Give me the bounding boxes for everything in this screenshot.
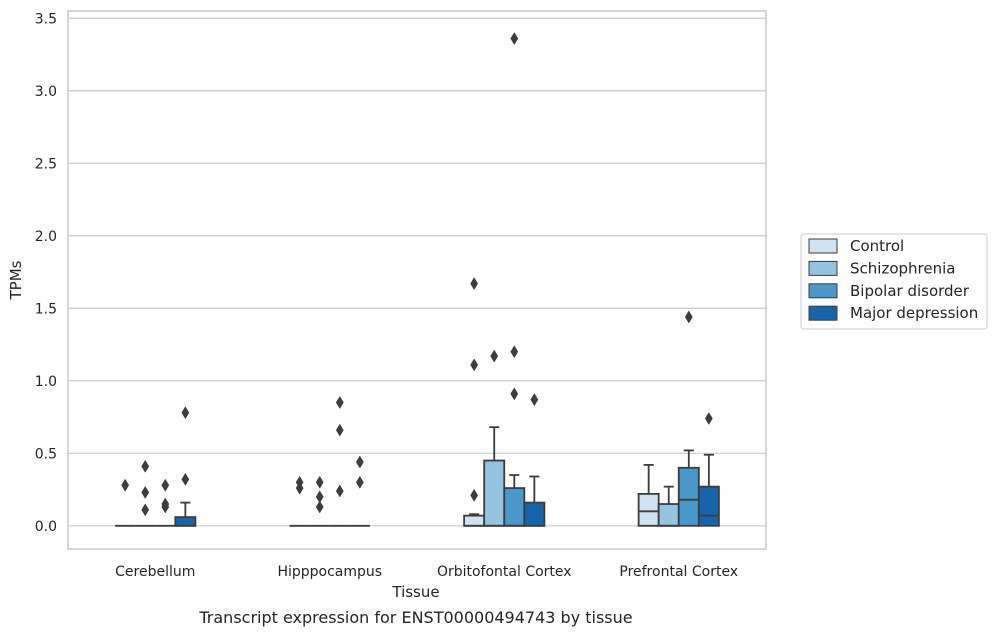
outlier-point <box>315 490 324 504</box>
box-group <box>523 393 546 527</box>
outlier-point <box>704 412 713 425</box>
y-axis-label: TPMs <box>7 260 25 300</box>
box-marks <box>115 32 720 527</box>
legend-swatch <box>808 283 838 299</box>
y-tick-label: 2.0 <box>35 229 57 245</box>
y-tick-label: 3.5 <box>35 11 57 27</box>
box-group <box>697 412 720 527</box>
outlier-point <box>181 472 190 486</box>
box-group <box>329 396 350 527</box>
outlier-point <box>315 500 324 514</box>
box <box>503 487 526 527</box>
outlier-point <box>530 393 539 407</box>
legend-swatch <box>808 238 838 254</box>
y-tick-label: 3.0 <box>35 84 57 100</box>
box-group <box>657 485 680 527</box>
box <box>523 501 546 527</box>
outlier-point <box>295 475 304 489</box>
box <box>697 485 720 527</box>
box-group <box>135 459 156 527</box>
outlier-point <box>141 503 150 517</box>
outlier-point <box>510 387 519 401</box>
outlier-point <box>355 455 364 469</box>
box <box>637 492 660 527</box>
plot-area <box>67 10 767 550</box>
y-tick-label: 2.5 <box>35 156 57 172</box>
box-group <box>677 310 700 527</box>
outlier-point <box>470 277 479 291</box>
outlier-point <box>161 478 170 492</box>
box-group <box>289 475 310 527</box>
box-group <box>174 406 197 527</box>
outlier-point <box>490 349 499 363</box>
box-group <box>349 455 370 527</box>
outlier-point <box>315 475 324 489</box>
outlier-point <box>510 345 519 359</box>
box-group <box>115 478 136 527</box>
box <box>174 516 197 527</box>
y-tick-label: 0.5 <box>35 446 57 462</box>
y-tick-label: 1.5 <box>35 301 57 317</box>
box <box>463 514 486 527</box>
x-tick-label: Prefrontal Cortex <box>619 564 738 580</box>
x-tick-label: Orbitofontal Cortex <box>437 564 572 580</box>
outlier-point <box>355 475 364 489</box>
box-group <box>309 475 330 527</box>
x-tick-label: Cerebellum <box>115 564 195 580</box>
legend: Control Schizophrenia Bipolar disorder Majo… <box>800 233 988 330</box>
outlier-point <box>684 310 693 324</box>
outlier-point <box>181 406 190 420</box>
outlier-point <box>121 478 130 492</box>
y-tick-label: 0.0 <box>35 519 57 535</box>
box <box>677 466 700 527</box>
outlier-point <box>335 484 344 498</box>
legend-label: Schizophrenia <box>850 259 955 277</box>
legend-label: Bipolar disorder <box>850 282 970 300</box>
box-group <box>155 478 176 527</box>
legend-label: Control <box>850 237 904 255</box>
x-axis-label: Tissue <box>391 583 439 601</box>
gridlines <box>68 17 766 527</box>
outlier-point <box>141 459 150 473</box>
box <box>483 459 506 527</box>
outlier-point <box>510 32 519 46</box>
x-tick-label: Hipppocampus <box>277 564 382 580</box>
y-tick-label: 1.0 <box>35 374 57 390</box>
y-axis-ticks: 0.0 0.5 1.0 1.5 2.0 2.5 3.0 3.5 <box>35 11 57 535</box>
outlier-point <box>161 497 170 511</box>
chart-caption: Transcript expression for ENST0000049474… <box>198 608 632 627</box>
legend-label: Major depression <box>850 304 978 322</box>
box <box>657 503 680 527</box>
box-group <box>463 277 486 527</box>
legend-swatch <box>808 305 838 321</box>
legend-swatch <box>808 260 838 276</box>
box-group <box>503 32 526 527</box>
box-group <box>483 349 506 527</box>
x-axis-ticks: Cerebellum Hipppocampus Orbitofontal Corte… <box>115 564 738 580</box>
outlier-point <box>335 423 344 437</box>
outlier-point <box>470 488 479 502</box>
legend-frame <box>800 233 988 330</box>
outlier-point <box>470 358 479 372</box>
box-group <box>637 463 660 527</box>
outlier-point <box>335 396 344 410</box>
outlier-point <box>141 485 150 499</box>
